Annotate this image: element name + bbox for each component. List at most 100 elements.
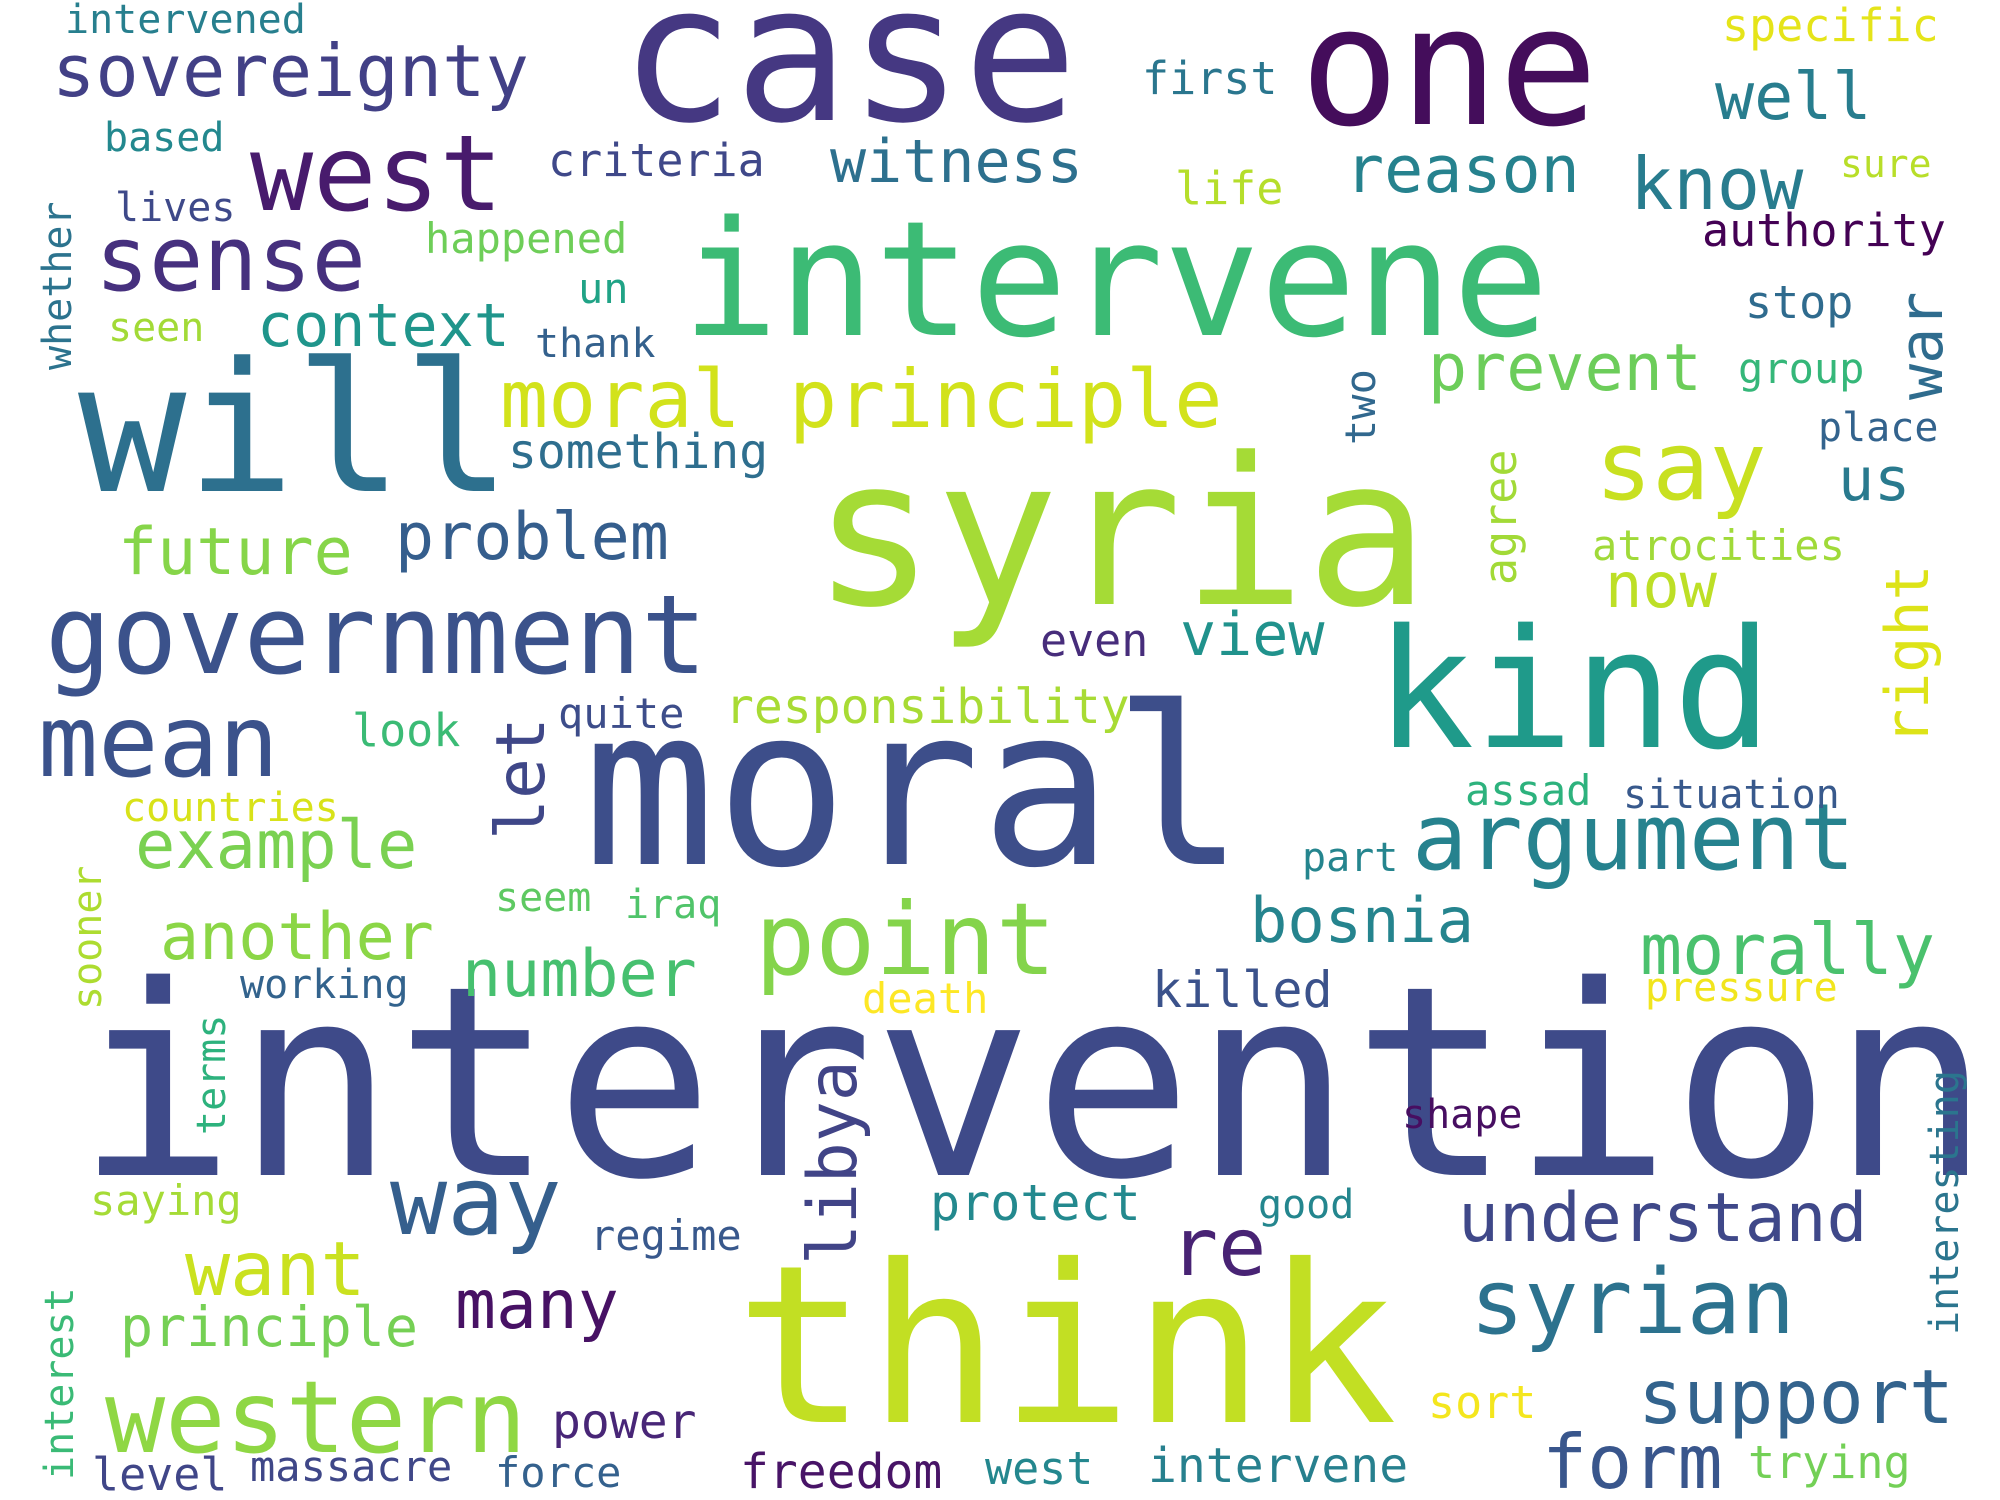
- word-prevent: prevent: [1428, 331, 1702, 406]
- word-another: another: [160, 900, 434, 975]
- word-death: death: [862, 974, 989, 1023]
- word-view: view: [1180, 600, 1325, 670]
- word-even: even: [1040, 614, 1149, 667]
- word-shape: shape: [1402, 1092, 1523, 1138]
- word-terms: terms: [189, 1014, 235, 1135]
- word-example: example: [135, 806, 418, 884]
- word-principle: principle: [120, 1295, 419, 1359]
- word-countries: countries: [122, 785, 339, 831]
- word-syria: syria: [812, 415, 1430, 653]
- word-un: un: [578, 264, 629, 313]
- word-understand: understand: [1458, 1179, 1868, 1258]
- word-based: based: [104, 115, 225, 161]
- word-lives: lives: [115, 185, 236, 231]
- word-bosnia: bosnia: [1250, 884, 1474, 957]
- word-libya: libya: [794, 1060, 873, 1265]
- word-war: war: [1887, 291, 1957, 400]
- word-reason: reason: [1345, 133, 1580, 208]
- word-power: power: [552, 1394, 697, 1450]
- word-sovereignty: sovereignty: [52, 29, 529, 113]
- word-authority: authority: [1702, 204, 1946, 257]
- word-force: force: [495, 1448, 622, 1497]
- word-re: re: [1170, 1201, 1267, 1294]
- word-west-2: west: [985, 1442, 1094, 1495]
- word-assad: assad: [1465, 766, 1592, 815]
- word-well: well: [1715, 60, 1872, 135]
- word-moral-principle: moral principle: [500, 353, 1223, 446]
- word-witness: witness: [830, 127, 1083, 197]
- word-context: context: [257, 291, 510, 361]
- word-will: will: [78, 325, 512, 534]
- word-something: something: [508, 424, 769, 480]
- word-trying: trying: [1748, 1436, 1911, 1489]
- word-iraq: iraq: [625, 882, 722, 928]
- word-interesting: interesting: [1922, 1070, 1968, 1335]
- word-case: case: [620, 0, 1078, 165]
- word-problem: problem: [395, 500, 669, 575]
- word-syrian: syrian: [1470, 1250, 1796, 1355]
- word-sort: sort: [1428, 1376, 1537, 1429]
- word-right: right: [1873, 564, 1943, 745]
- word-us: us: [1838, 445, 1911, 515]
- word-level: level: [92, 1448, 228, 1500]
- word-know: know: [1630, 142, 1804, 226]
- word-argument: argument: [1412, 784, 1856, 891]
- word-working: working: [240, 962, 409, 1008]
- word-form: form: [1542, 1418, 1723, 1500]
- word-freedom: freedom: [740, 1444, 943, 1500]
- word-agree: agree: [1474, 449, 1527, 585]
- word-protect: protect: [930, 1174, 1141, 1232]
- word-place: place: [1818, 405, 1939, 451]
- word-interest: interest: [37, 1287, 83, 1480]
- word-one: one: [1300, 0, 1599, 163]
- word-happened: happened: [425, 214, 628, 263]
- word-want: want: [185, 1225, 366, 1313]
- word-intervene: intervene: [682, 186, 1549, 373]
- word-pressure: pressure: [1645, 965, 1838, 1011]
- word-atrocities: atrocities: [1592, 521, 1845, 570]
- word-intervene-2: intervene: [1148, 1438, 1409, 1494]
- word-point: point: [755, 881, 1057, 998]
- word-group: group: [1738, 344, 1865, 393]
- word-number: number: [462, 937, 697, 1012]
- word-mean: mean: [38, 683, 279, 800]
- word-stop: stop: [1745, 276, 1854, 329]
- word-specific: specific: [1722, 0, 1939, 52]
- word-thank: thank: [535, 321, 656, 367]
- word-look: look: [352, 704, 461, 757]
- word-let: let: [482, 717, 561, 840]
- word-government: government: [45, 571, 708, 699]
- word-sense: sense: [95, 207, 366, 312]
- word-whether: whether: [35, 201, 81, 370]
- word-responsibility: responsibility: [725, 679, 1130, 735]
- word-seen: seen: [108, 305, 205, 351]
- word-intervened: intervened: [65, 0, 306, 43]
- word-first: first: [1142, 52, 1278, 105]
- word-part: part: [1302, 835, 1399, 881]
- word-west: west: [250, 113, 503, 235]
- word-way: way: [390, 1147, 562, 1257]
- word-killed: killed: [1152, 961, 1333, 1019]
- word-situation: situation: [1623, 772, 1840, 818]
- word-future: future: [118, 515, 353, 590]
- word-saying: saying: [90, 1176, 242, 1225]
- word-think: think: [735, 1218, 1398, 1474]
- word-moral: moral: [583, 660, 1246, 916]
- word-sooner: sooner: [65, 865, 111, 1011]
- word-kind: kind: [1375, 594, 1773, 786]
- word-two: two: [1336, 369, 1385, 445]
- word-sure: sure: [1840, 142, 1932, 186]
- word-criteria: criteria: [548, 134, 765, 187]
- word-say: say: [1595, 412, 1767, 522]
- word-now: now: [1605, 549, 1717, 622]
- word-seem: seem: [495, 875, 592, 921]
- word-morally: morally: [1640, 909, 1936, 991]
- word-good: good: [1258, 1182, 1355, 1228]
- word-many: many: [455, 1266, 619, 1345]
- word-western: western: [105, 1359, 527, 1476]
- word-massacre: massacre: [250, 1442, 453, 1491]
- word-support: support: [1638, 1353, 1955, 1441]
- word-regime: regime: [590, 1211, 742, 1260]
- word-quite: quite: [558, 689, 685, 738]
